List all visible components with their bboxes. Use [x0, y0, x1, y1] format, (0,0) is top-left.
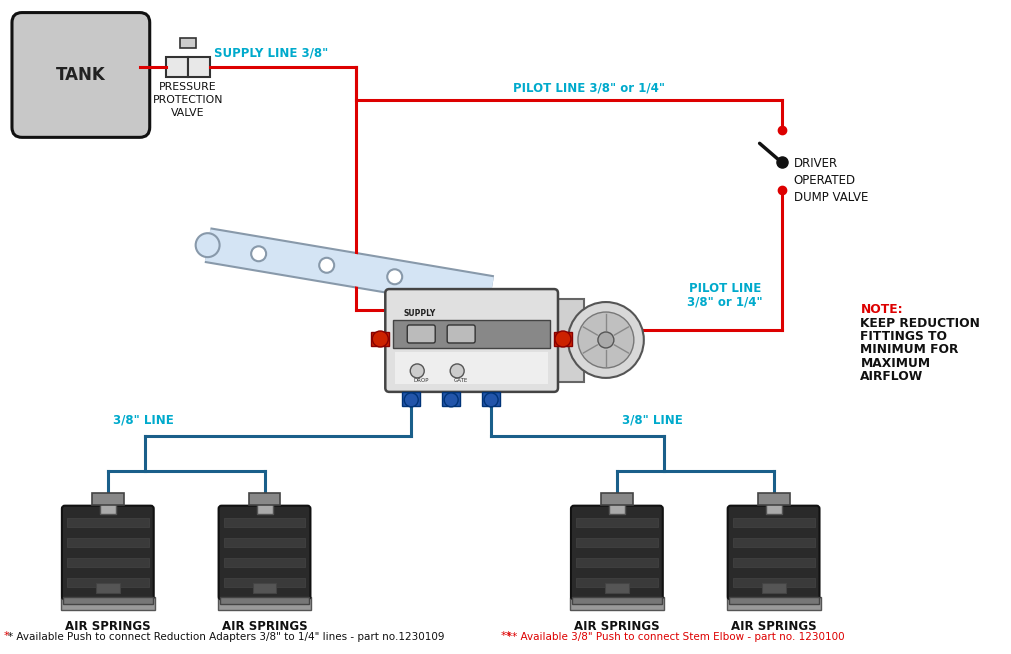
Circle shape: [444, 393, 458, 407]
Text: ** Available 3/8" Push to connect Stem Elbow - part no. 1230100: ** Available 3/8" Push to connect Stem E…: [507, 632, 844, 642]
Circle shape: [554, 331, 570, 347]
Bar: [256, 494, 272, 513]
FancyBboxPatch shape: [12, 12, 150, 137]
FancyBboxPatch shape: [447, 325, 474, 343]
Text: AIR SPRINGS: AIR SPRINGS: [65, 620, 151, 633]
Bar: [601, 492, 632, 505]
Text: AIRFLOW: AIRFLOW: [859, 370, 923, 383]
Circle shape: [483, 393, 497, 407]
Bar: [732, 538, 814, 547]
Text: 3/8" or 1/4": 3/8" or 1/4": [686, 296, 761, 309]
Text: 3/8" LINE: 3/8" LINE: [112, 413, 173, 426]
Bar: [67, 577, 149, 587]
Bar: [166, 58, 187, 77]
Bar: [100, 494, 115, 513]
Text: PILOT LINE: PILOT LINE: [687, 282, 760, 294]
Bar: [371, 332, 389, 346]
Bar: [726, 596, 820, 610]
Text: SUPPLY: SUPPLY: [402, 309, 435, 318]
Text: MAXIMUM: MAXIMUM: [859, 357, 930, 370]
Bar: [553, 299, 583, 382]
FancyBboxPatch shape: [218, 506, 310, 600]
Bar: [223, 577, 305, 587]
FancyBboxPatch shape: [727, 506, 819, 600]
Bar: [575, 538, 657, 547]
Bar: [728, 596, 818, 604]
Bar: [575, 577, 657, 587]
Bar: [61, 596, 155, 610]
Circle shape: [251, 247, 266, 261]
Text: * Available Push to connect Reduction Adapters 3/8" to 1/4" lines - part no.1230: * Available Push to connect Reduction Ad…: [8, 632, 444, 642]
Bar: [732, 577, 814, 587]
Text: 3/8" LINE: 3/8" LINE: [621, 413, 682, 426]
Text: AIR SPRINGS: AIR SPRINGS: [730, 620, 816, 633]
Bar: [569, 596, 663, 610]
Bar: [219, 596, 309, 604]
Bar: [223, 558, 305, 566]
FancyBboxPatch shape: [62, 506, 154, 600]
Text: DROP: DROP: [413, 379, 429, 383]
Bar: [67, 518, 149, 526]
Text: SUPPLY LINE 3/8": SUPPLY LINE 3/8": [214, 47, 329, 60]
Bar: [395, 352, 548, 384]
Text: NOTE:: NOTE:: [859, 303, 902, 316]
Text: DRIVER
OPERATED
DUMP VALVE: DRIVER OPERATED DUMP VALVE: [793, 158, 867, 204]
Bar: [187, 58, 209, 77]
Text: FITTINGS TO: FITTINGS TO: [859, 330, 946, 343]
Bar: [553, 332, 571, 346]
Bar: [401, 392, 420, 406]
Text: PILOT LINE 3/8" or 1/4": PILOT LINE 3/8" or 1/4": [513, 82, 664, 95]
FancyBboxPatch shape: [570, 506, 662, 600]
Circle shape: [372, 331, 388, 347]
Bar: [481, 392, 499, 406]
Circle shape: [450, 364, 464, 378]
Bar: [217, 596, 311, 610]
Circle shape: [409, 364, 424, 378]
Text: MINIMUM FOR: MINIMUM FOR: [859, 343, 957, 356]
FancyBboxPatch shape: [406, 325, 435, 343]
Bar: [67, 558, 149, 566]
Bar: [253, 583, 276, 593]
Bar: [442, 392, 460, 406]
Text: TANK: TANK: [56, 66, 105, 84]
Bar: [765, 494, 780, 513]
Text: KEEP REDUCTION: KEEP REDUCTION: [859, 317, 980, 330]
Text: **: **: [500, 631, 512, 642]
Circle shape: [450, 326, 464, 340]
Circle shape: [577, 312, 633, 368]
Bar: [249, 492, 280, 505]
Text: AIR SPRINGS: AIR SPRINGS: [221, 620, 307, 633]
Circle shape: [387, 269, 401, 284]
Text: GATE: GATE: [454, 379, 468, 383]
Text: AIR SPRINGS: AIR SPRINGS: [573, 620, 659, 633]
Text: *: *: [4, 631, 10, 642]
Bar: [92, 492, 123, 505]
Bar: [732, 558, 814, 566]
Bar: [63, 596, 153, 604]
Circle shape: [403, 393, 418, 407]
Bar: [180, 37, 195, 48]
Bar: [67, 538, 149, 547]
FancyBboxPatch shape: [385, 289, 557, 392]
Bar: [575, 558, 657, 566]
Bar: [732, 518, 814, 526]
Circle shape: [567, 302, 643, 378]
Circle shape: [598, 332, 614, 348]
Bar: [223, 538, 305, 547]
Circle shape: [195, 233, 219, 257]
Bar: [96, 583, 119, 593]
Bar: [757, 492, 789, 505]
Bar: [761, 583, 785, 593]
Circle shape: [318, 258, 334, 273]
Bar: [223, 518, 305, 526]
Bar: [575, 518, 657, 526]
Bar: [571, 596, 661, 604]
Text: PRESSURE
PROTECTION
VALVE: PRESSURE PROTECTION VALVE: [153, 82, 222, 118]
Circle shape: [409, 326, 424, 340]
Bar: [609, 494, 624, 513]
Bar: [605, 583, 628, 593]
Bar: [393, 320, 549, 348]
